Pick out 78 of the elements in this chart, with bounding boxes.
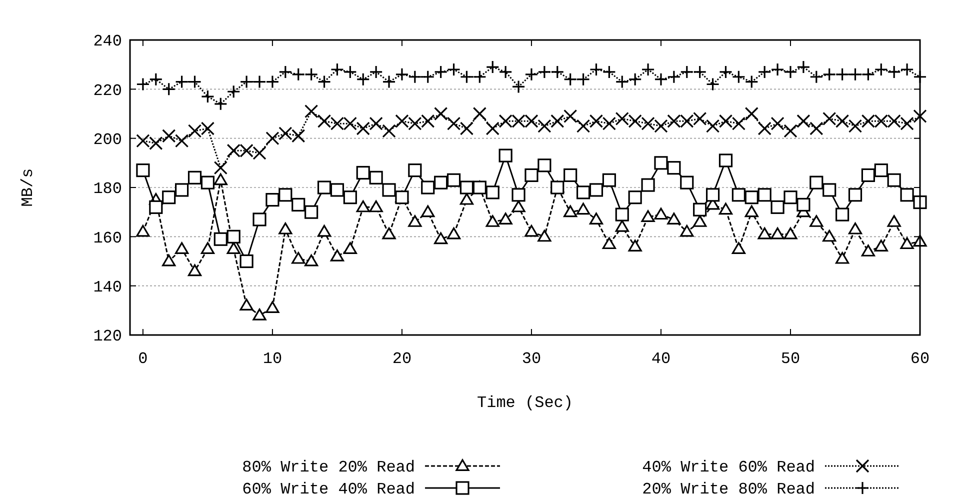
point: [732, 188, 746, 202]
point: [887, 173, 901, 187]
point: [900, 188, 914, 202]
point: [240, 254, 254, 268]
point: [693, 202, 707, 216]
legend-label: 40% Write 60% Read: [642, 458, 815, 477]
point: [317, 180, 332, 194]
point: [162, 190, 176, 204]
point: [770, 200, 784, 214]
point: [434, 176, 448, 190]
point: [292, 198, 306, 212]
point: [498, 148, 512, 162]
point: [744, 190, 758, 204]
y-tick-label: 240: [93, 32, 122, 51]
y-tick-label: 160: [93, 229, 122, 248]
point: [667, 161, 681, 175]
point: [810, 176, 824, 190]
point: [304, 205, 318, 219]
point: [861, 168, 875, 182]
x-tick-label: 30: [522, 350, 542, 368]
point: [796, 198, 810, 212]
point: [226, 230, 240, 244]
point: [718, 154, 733, 168]
point: [408, 163, 422, 178]
point: [822, 183, 836, 197]
point: [214, 232, 228, 246]
legend-label: 60% Write 40% Read: [242, 480, 415, 499]
point: [589, 183, 604, 197]
point: [576, 186, 590, 200]
point: [512, 188, 526, 202]
legend-label: 20% Write 80% Read: [642, 480, 815, 499]
point: [524, 168, 538, 182]
x-axis-title: Time (Sec): [476, 394, 574, 412]
point: [343, 190, 357, 204]
point: [200, 176, 215, 190]
point: [641, 178, 655, 192]
y-tick-label: 200: [93, 130, 122, 149]
point: [330, 183, 344, 197]
point: [136, 163, 150, 178]
x-tick-label: 20: [392, 350, 412, 368]
y-axis-title: MB/s: [19, 168, 37, 207]
y-tick-label: 220: [93, 82, 122, 100]
x-tick-label: 60: [910, 350, 930, 368]
point: [369, 170, 383, 184]
point: [680, 176, 694, 190]
point: [784, 190, 798, 204]
point: [252, 212, 266, 226]
y-tick-label: 180: [93, 180, 122, 198]
point: [486, 186, 500, 200]
x-tick-label: 0: [138, 350, 148, 368]
legend-label: 80% Write 20% Read: [242, 458, 415, 477]
x-tick-label: 10: [262, 350, 282, 368]
y-tick-label: 120: [93, 328, 122, 346]
point: [421, 180, 435, 194]
point: [460, 180, 474, 194]
point: [628, 190, 642, 204]
point: [564, 168, 578, 182]
point: [266, 192, 280, 207]
point: [848, 188, 862, 202]
x-tick-label: 50: [780, 350, 800, 368]
point: [149, 200, 163, 214]
point: [874, 163, 888, 178]
point: [175, 183, 189, 197]
point: [382, 183, 396, 197]
point: [758, 188, 772, 202]
y-tick-label: 140: [93, 278, 122, 296]
point: [913, 195, 927, 210]
point: [706, 188, 720, 202]
point: [654, 156, 668, 170]
point: [278, 188, 292, 202]
point: [446, 173, 461, 187]
point: [188, 170, 202, 184]
x-tick-label: 40: [651, 350, 671, 368]
point: [538, 158, 552, 172]
point: [615, 208, 629, 222]
point: [356, 166, 370, 180]
point: [602, 173, 616, 187]
point: [835, 208, 850, 222]
